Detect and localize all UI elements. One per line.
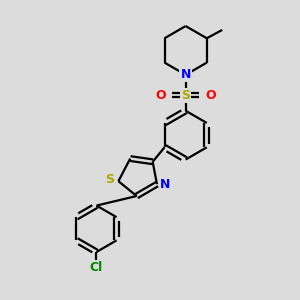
Text: S: S [106,173,115,186]
Text: Cl: Cl [90,262,103,275]
Text: N: N [181,68,191,81]
Text: N: N [160,178,170,191]
Text: O: O [155,88,166,101]
Text: S: S [181,88,190,101]
Text: O: O [205,88,216,101]
